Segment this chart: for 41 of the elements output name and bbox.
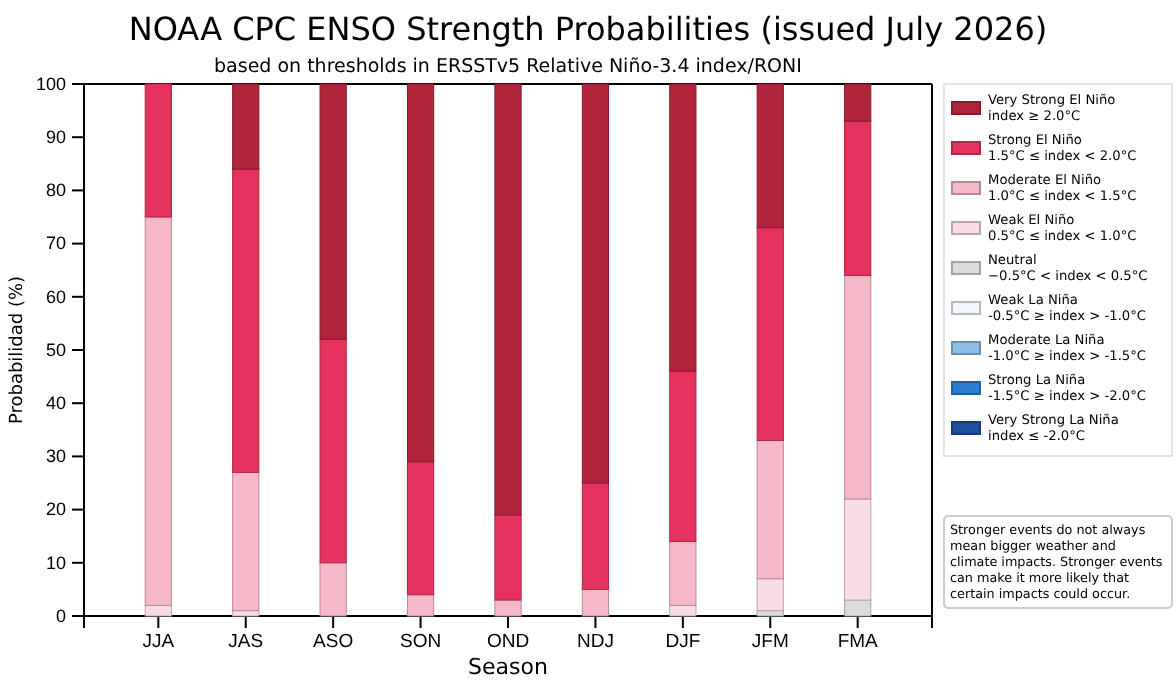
y-tick-label: 50	[45, 339, 66, 360]
bar	[144, 216, 172, 606]
bar	[844, 275, 872, 500]
bar	[232, 610, 260, 617]
y-tick-label: 10	[45, 552, 66, 573]
x-tick-label: FMA	[837, 631, 880, 654]
bar	[844, 599, 872, 617]
x-tick-label: OND	[486, 631, 530, 654]
y-tick-label: 20	[45, 499, 66, 520]
x-tick-label: NDJ	[576, 631, 615, 654]
bar	[756, 439, 784, 580]
bar	[144, 83, 172, 218]
y-tick-label: 60	[45, 286, 66, 307]
x-axis-title: Season	[468, 654, 548, 680]
y-tick-label: 80	[45, 180, 66, 201]
bar	[756, 610, 784, 617]
y-tick-label: 100	[35, 73, 66, 94]
y-tick-label: 30	[45, 446, 66, 467]
chart-subtitle: based on thresholds in ERSSTv5 Relative Niño-3.4 index/RONI	[214, 56, 802, 78]
bar	[494, 599, 522, 617]
y-tick-label: 70	[45, 233, 66, 254]
bar	[581, 588, 610, 617]
y-tick-label: 90	[45, 126, 66, 147]
bar	[406, 594, 435, 617]
bar	[669, 604, 697, 617]
y-axis-title: Probabilidad (%)	[8, 275, 28, 425]
chart-title: NOAA CPC ENSO Strength Probabilities (issued July 2026)	[128, 10, 1048, 48]
x-tick-label: JFM	[751, 631, 789, 654]
bar	[232, 471, 260, 612]
bar	[756, 578, 784, 612]
x-tick-label: ASO	[313, 631, 354, 654]
y-tick-label: 40	[45, 392, 66, 413]
bar	[144, 604, 172, 617]
bar	[319, 562, 347, 617]
x-tick-label: DJF	[665, 631, 701, 654]
x-tick-label: SON	[399, 631, 442, 654]
x-tick-label: JAS	[228, 631, 264, 654]
y-tick-label: 0	[55, 605, 66, 626]
bar	[844, 498, 872, 601]
bar	[669, 541, 697, 606]
x-tick-label: JJA	[142, 631, 176, 654]
